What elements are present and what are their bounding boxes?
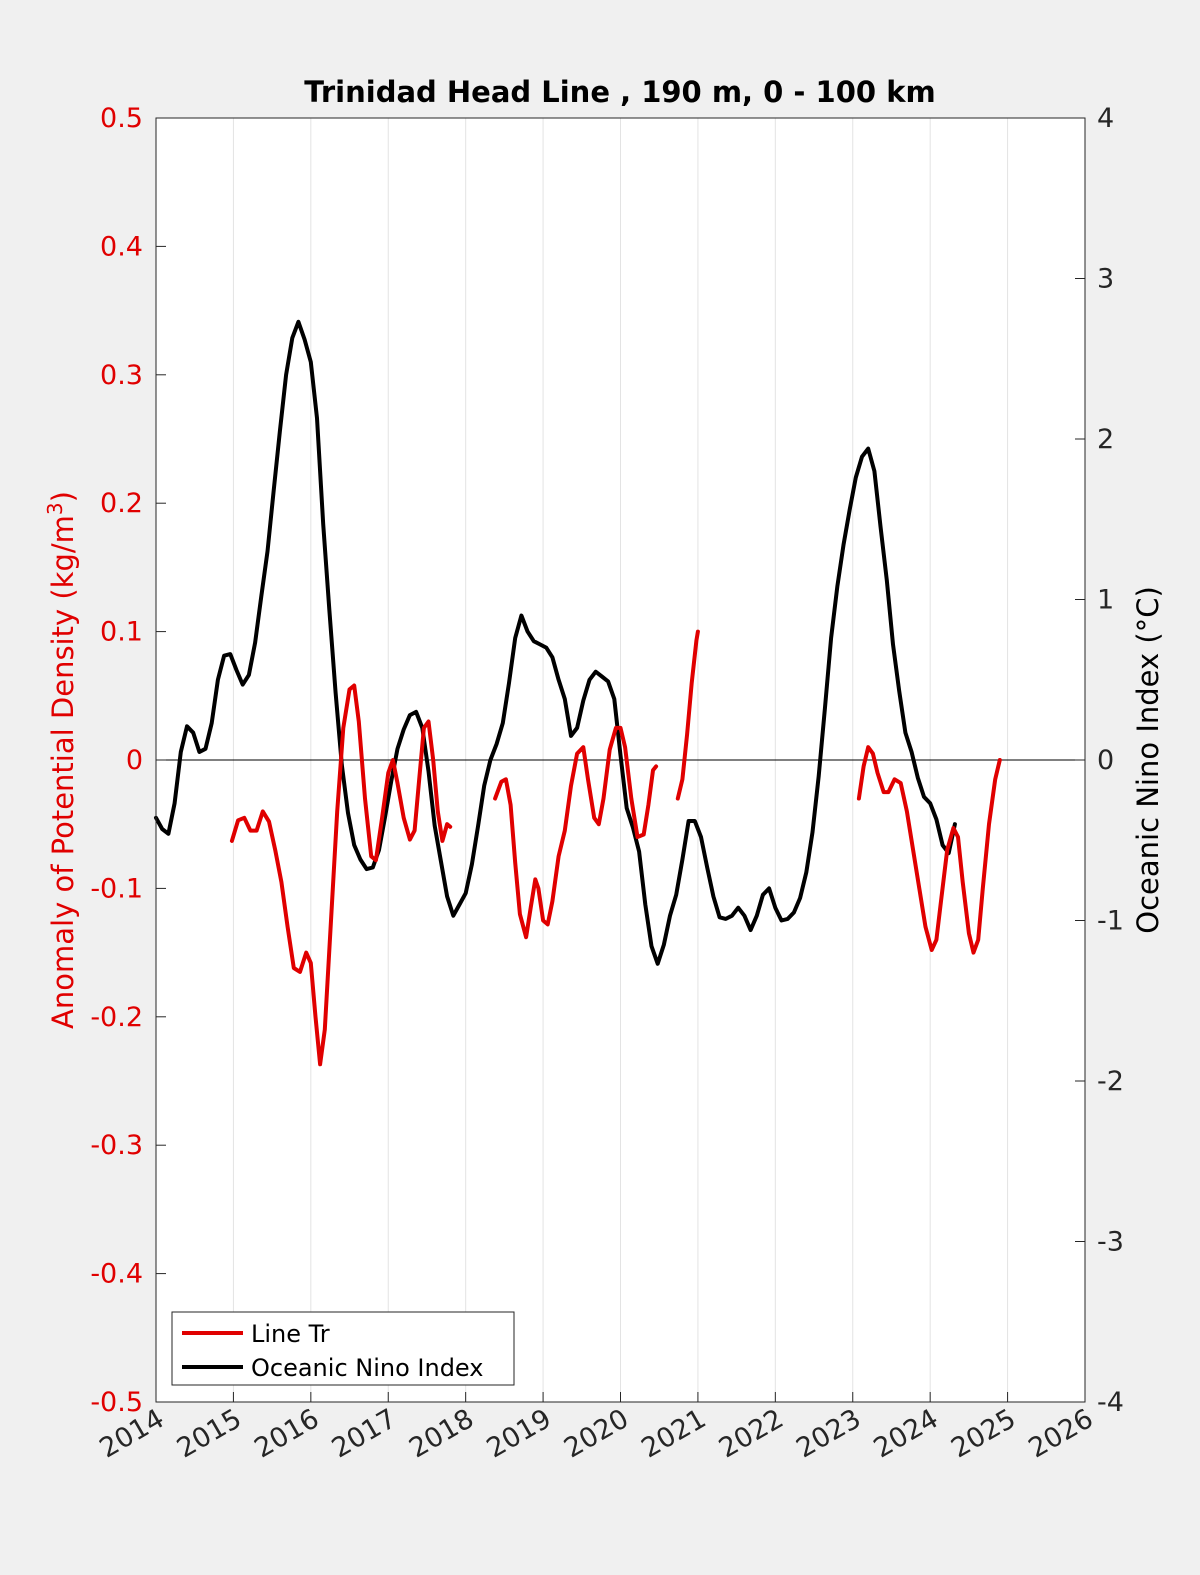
legend: Line Tr Oceanic Nino Index [171, 1311, 515, 1386]
y-left-tick-label: -0.5 [90, 1387, 143, 1418]
y-right-tick-label: -4 [1097, 1387, 1124, 1418]
x-tick-label: 2024 [869, 1403, 944, 1464]
y-left-tick-label: -0.3 [90, 1130, 143, 1161]
y-right-tick-label: -2 [1097, 1066, 1124, 1097]
y-right-tick-label: 4 [1097, 103, 1114, 134]
y-left-tick-label: -0.4 [90, 1259, 143, 1290]
y-axis-right-label: Oceanic Nino Index (°C) [1131, 586, 1165, 934]
legend-label-oni: Oceanic Nino Index [251, 1354, 483, 1382]
y-left-tick-label: 0.2 [100, 488, 143, 519]
x-tick-label: 2017 [327, 1403, 402, 1464]
x-tick-label: 2026 [1023, 1403, 1098, 1464]
y-right-tick-label: 2 [1097, 424, 1114, 455]
y-right-tick-label: 0 [1097, 745, 1114, 776]
y-right-tick-label: 1 [1097, 585, 1114, 616]
y-right-tick-label: -1 [1097, 906, 1124, 937]
y-axis-left-label: Anomaly of Potential Density (kg/m3) [43, 491, 80, 1029]
y-axis-left-label-superscript: 3 [43, 502, 67, 515]
line-tr-series [856, 745, 1002, 955]
line-tr-series [229, 683, 453, 1067]
x-tick-label: 2021 [636, 1403, 711, 1464]
y-left-tick-label: 0 [126, 745, 143, 776]
x-tick-label: 2019 [482, 1403, 557, 1464]
y-left-tick-label: 0.5 [100, 103, 143, 134]
x-tick-label: 2023 [791, 1403, 866, 1464]
y-right-tick-label: 3 [1097, 264, 1114, 295]
x-tick-label: 2022 [714, 1403, 789, 1464]
y-left-tick-label: -0.1 [90, 873, 143, 904]
x-tick-label: 2015 [172, 1403, 247, 1464]
x-tick-label: 2020 [559, 1403, 634, 1464]
y-axis-left-label-close: ) [46, 491, 80, 502]
legend-box [171, 1311, 515, 1386]
y-right-tick-label: -3 [1097, 1227, 1124, 1258]
x-tick-label: 2018 [404, 1403, 479, 1464]
y-left-tick-label: 0.3 [100, 360, 143, 391]
oni-series [154, 319, 957, 966]
legend-label-line-tr: Line Tr [251, 1320, 330, 1348]
series-layer [154, 319, 1085, 1067]
y-left-tick-label: -0.2 [90, 1002, 143, 1033]
x-tick-label: 2025 [946, 1403, 1021, 1464]
y-left-tick-label: 0.1 [100, 617, 143, 648]
y-left-tick-label: 0.4 [100, 231, 143, 262]
line-tr-series [675, 629, 700, 801]
chart-title: Trinidad Head Line , 190 m, 0 - 100 km [304, 75, 935, 109]
line-tr-series [493, 725, 659, 940]
x-tick-label: 2016 [249, 1403, 324, 1464]
